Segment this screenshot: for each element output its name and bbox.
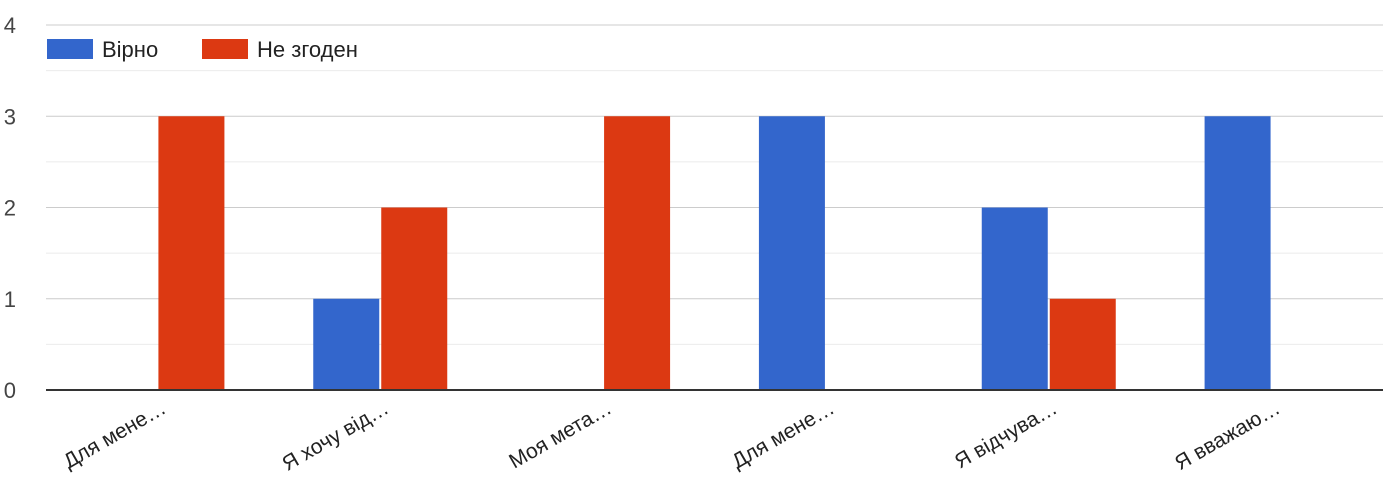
y-tick-3: 3 <box>4 104 16 129</box>
legend-swatch-virno <box>47 39 93 59</box>
x-tick-label: Для мене… <box>728 396 838 473</box>
x-tick-label: Я відчува… <box>951 396 1061 473</box>
x-tick-label: Я хочу від… <box>278 396 392 475</box>
legend-label-virno: Вірно <box>102 37 158 62</box>
bar <box>313 298 380 390</box>
y-tick-0: 0 <box>4 378 16 403</box>
x-tick-label: Я вважаю… <box>1171 396 1284 475</box>
legend-swatch-ne-zgoden <box>202 39 248 59</box>
bar <box>1049 298 1116 390</box>
y-tick-2: 2 <box>4 196 16 221</box>
legend-label-ne-zgoden: Не згоден <box>257 37 358 62</box>
bar <box>981 207 1048 390</box>
bar <box>1204 116 1271 390</box>
y-tick-4: 4 <box>4 13 16 38</box>
y-axis-ticks: 0 1 2 3 4 <box>4 13 16 403</box>
bar <box>604 116 671 390</box>
legend: Вірно Не згоден <box>47 37 358 62</box>
y-tick-1: 1 <box>4 287 16 312</box>
x-tick-label: Моя мета… <box>505 396 615 473</box>
x-axis-category-labels: Для мене… Я хочу від… Моя мета… Для мене… <box>60 396 1284 475</box>
bar <box>381 207 448 390</box>
bars <box>158 116 1271 390</box>
bar <box>158 116 225 390</box>
gridlines <box>46 24 1383 345</box>
x-tick-label: Для мене… <box>60 396 170 473</box>
bar <box>758 116 825 390</box>
